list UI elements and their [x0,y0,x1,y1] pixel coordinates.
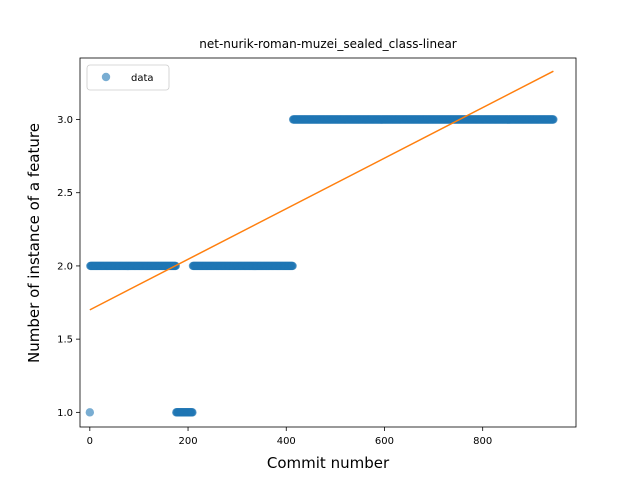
legend-label: data [131,73,154,84]
y-tick-label: 1.5 [57,335,73,346]
chart-title: net-nurik-roman-muzei_sealed_class-linea… [199,37,457,51]
y-axis-label: Number of instance of a feature [25,123,43,363]
plot-area [85,70,558,417]
x-tick-label: 800 [473,436,492,447]
y-tick-label: 1.0 [57,408,73,419]
data-point [288,261,297,271]
legend: data [86,64,170,91]
x-tick-label: 200 [178,436,197,447]
axes: 0 200 400 600 800 1.0 1.5 2.0 2.5 3.0 [57,57,577,447]
data-point [85,408,95,417]
data-point [188,408,197,417]
y-tick-label: 2.5 [57,188,73,199]
legend-box [86,64,170,91]
x-tick-label: 600 [375,436,394,447]
y-tick-label: 3.0 [57,115,73,126]
data-point [549,115,558,124]
x-axis-label: Commit number [267,454,390,472]
fit-line [89,70,554,311]
x-tick-label: 0 [87,436,93,447]
axes-frame [79,57,577,428]
y-tick-label: 2.0 [57,261,73,272]
legend-marker [101,72,111,82]
x-tick-label: 400 [277,436,296,447]
